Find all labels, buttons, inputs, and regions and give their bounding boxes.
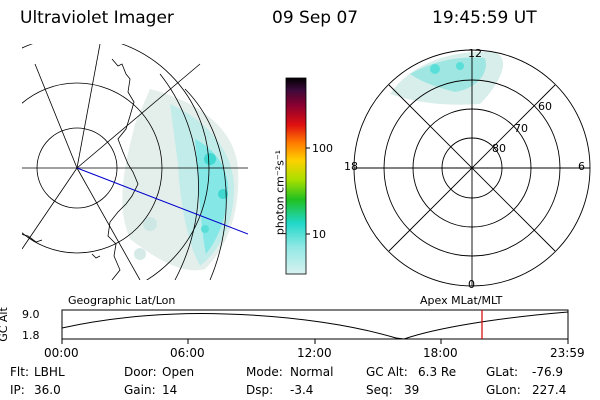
time-label: 19:45:59 UT xyxy=(432,8,537,28)
glat-value: -76.9 xyxy=(532,365,564,379)
colorbar-tick-100: 100 xyxy=(312,142,333,155)
geo-map-caption: Geographic Lat/Lon xyxy=(68,294,176,307)
time-tick-1800: 18:00 xyxy=(423,346,458,360)
filter-key: Flt: xyxy=(10,365,29,379)
dsp-key: Dsp: xyxy=(246,383,274,397)
mode-value: Normal xyxy=(290,365,334,379)
mlat-label-70: 70 xyxy=(514,122,528,135)
coastline xyxy=(22,58,139,280)
glon-key: GLon: xyxy=(486,383,521,397)
geographic-map xyxy=(22,44,248,280)
ip-value: 36.0 xyxy=(34,383,61,397)
date-label: 09 Sep 07 xyxy=(272,8,359,28)
glat-key: GLat: xyxy=(486,365,519,379)
colorbar-unit-label: photon cm⁻²s⁻¹ xyxy=(273,149,287,236)
mlt-label-12: 12 xyxy=(468,47,482,60)
meridian-lines xyxy=(22,44,248,280)
door-key: Door: xyxy=(124,365,157,379)
glon-value: 227.4 xyxy=(532,383,567,397)
mlt-label-0: 0 xyxy=(468,278,475,291)
door-value: Open xyxy=(162,365,195,379)
seq-value: 39 xyxy=(404,383,420,397)
mlat-label-60: 60 xyxy=(538,100,552,113)
dsp-value: -3.4 xyxy=(290,383,314,397)
mlt-label-18: 18 xyxy=(344,160,358,173)
filter-value: LBHL xyxy=(34,365,65,379)
time-tick-2359: 23:59 xyxy=(550,346,585,360)
altitude-tick-high: 9.0 xyxy=(22,308,40,321)
altitude-plot xyxy=(61,309,569,344)
mlt-label-6: 6 xyxy=(578,160,585,173)
gc-alt-value: 6.3 Re xyxy=(418,365,457,379)
seq-key: Seq: xyxy=(366,383,393,397)
altitude-axis-label: GC Alt xyxy=(0,307,10,342)
polar-map-caption: Apex MLat/MLT xyxy=(420,294,503,307)
polar-map xyxy=(353,49,591,287)
gain-key: Gain: xyxy=(124,383,156,397)
aurora-image-geo xyxy=(122,89,239,271)
gc-alt-key: GC Alt: xyxy=(366,365,408,379)
time-tick-1200: 12:00 xyxy=(297,346,332,360)
mode-key: Mode: xyxy=(246,365,283,379)
colorbar xyxy=(285,77,310,275)
aurora-image-polar xyxy=(390,51,504,105)
instrument-title: Ultraviolet Imager xyxy=(20,8,174,28)
ip-key: IP: xyxy=(10,383,25,397)
colorbar-tick-10: 10 xyxy=(312,228,326,241)
altitude-tick-low: 1.8 xyxy=(22,329,40,342)
mlat-label-80: 80 xyxy=(492,142,506,155)
time-tick-0000: 00:00 xyxy=(44,346,79,360)
time-tick-0600: 06:00 xyxy=(170,346,205,360)
gain-value: 14 xyxy=(162,383,178,397)
altitude-curve xyxy=(61,311,569,340)
satellite-track xyxy=(76,167,248,235)
